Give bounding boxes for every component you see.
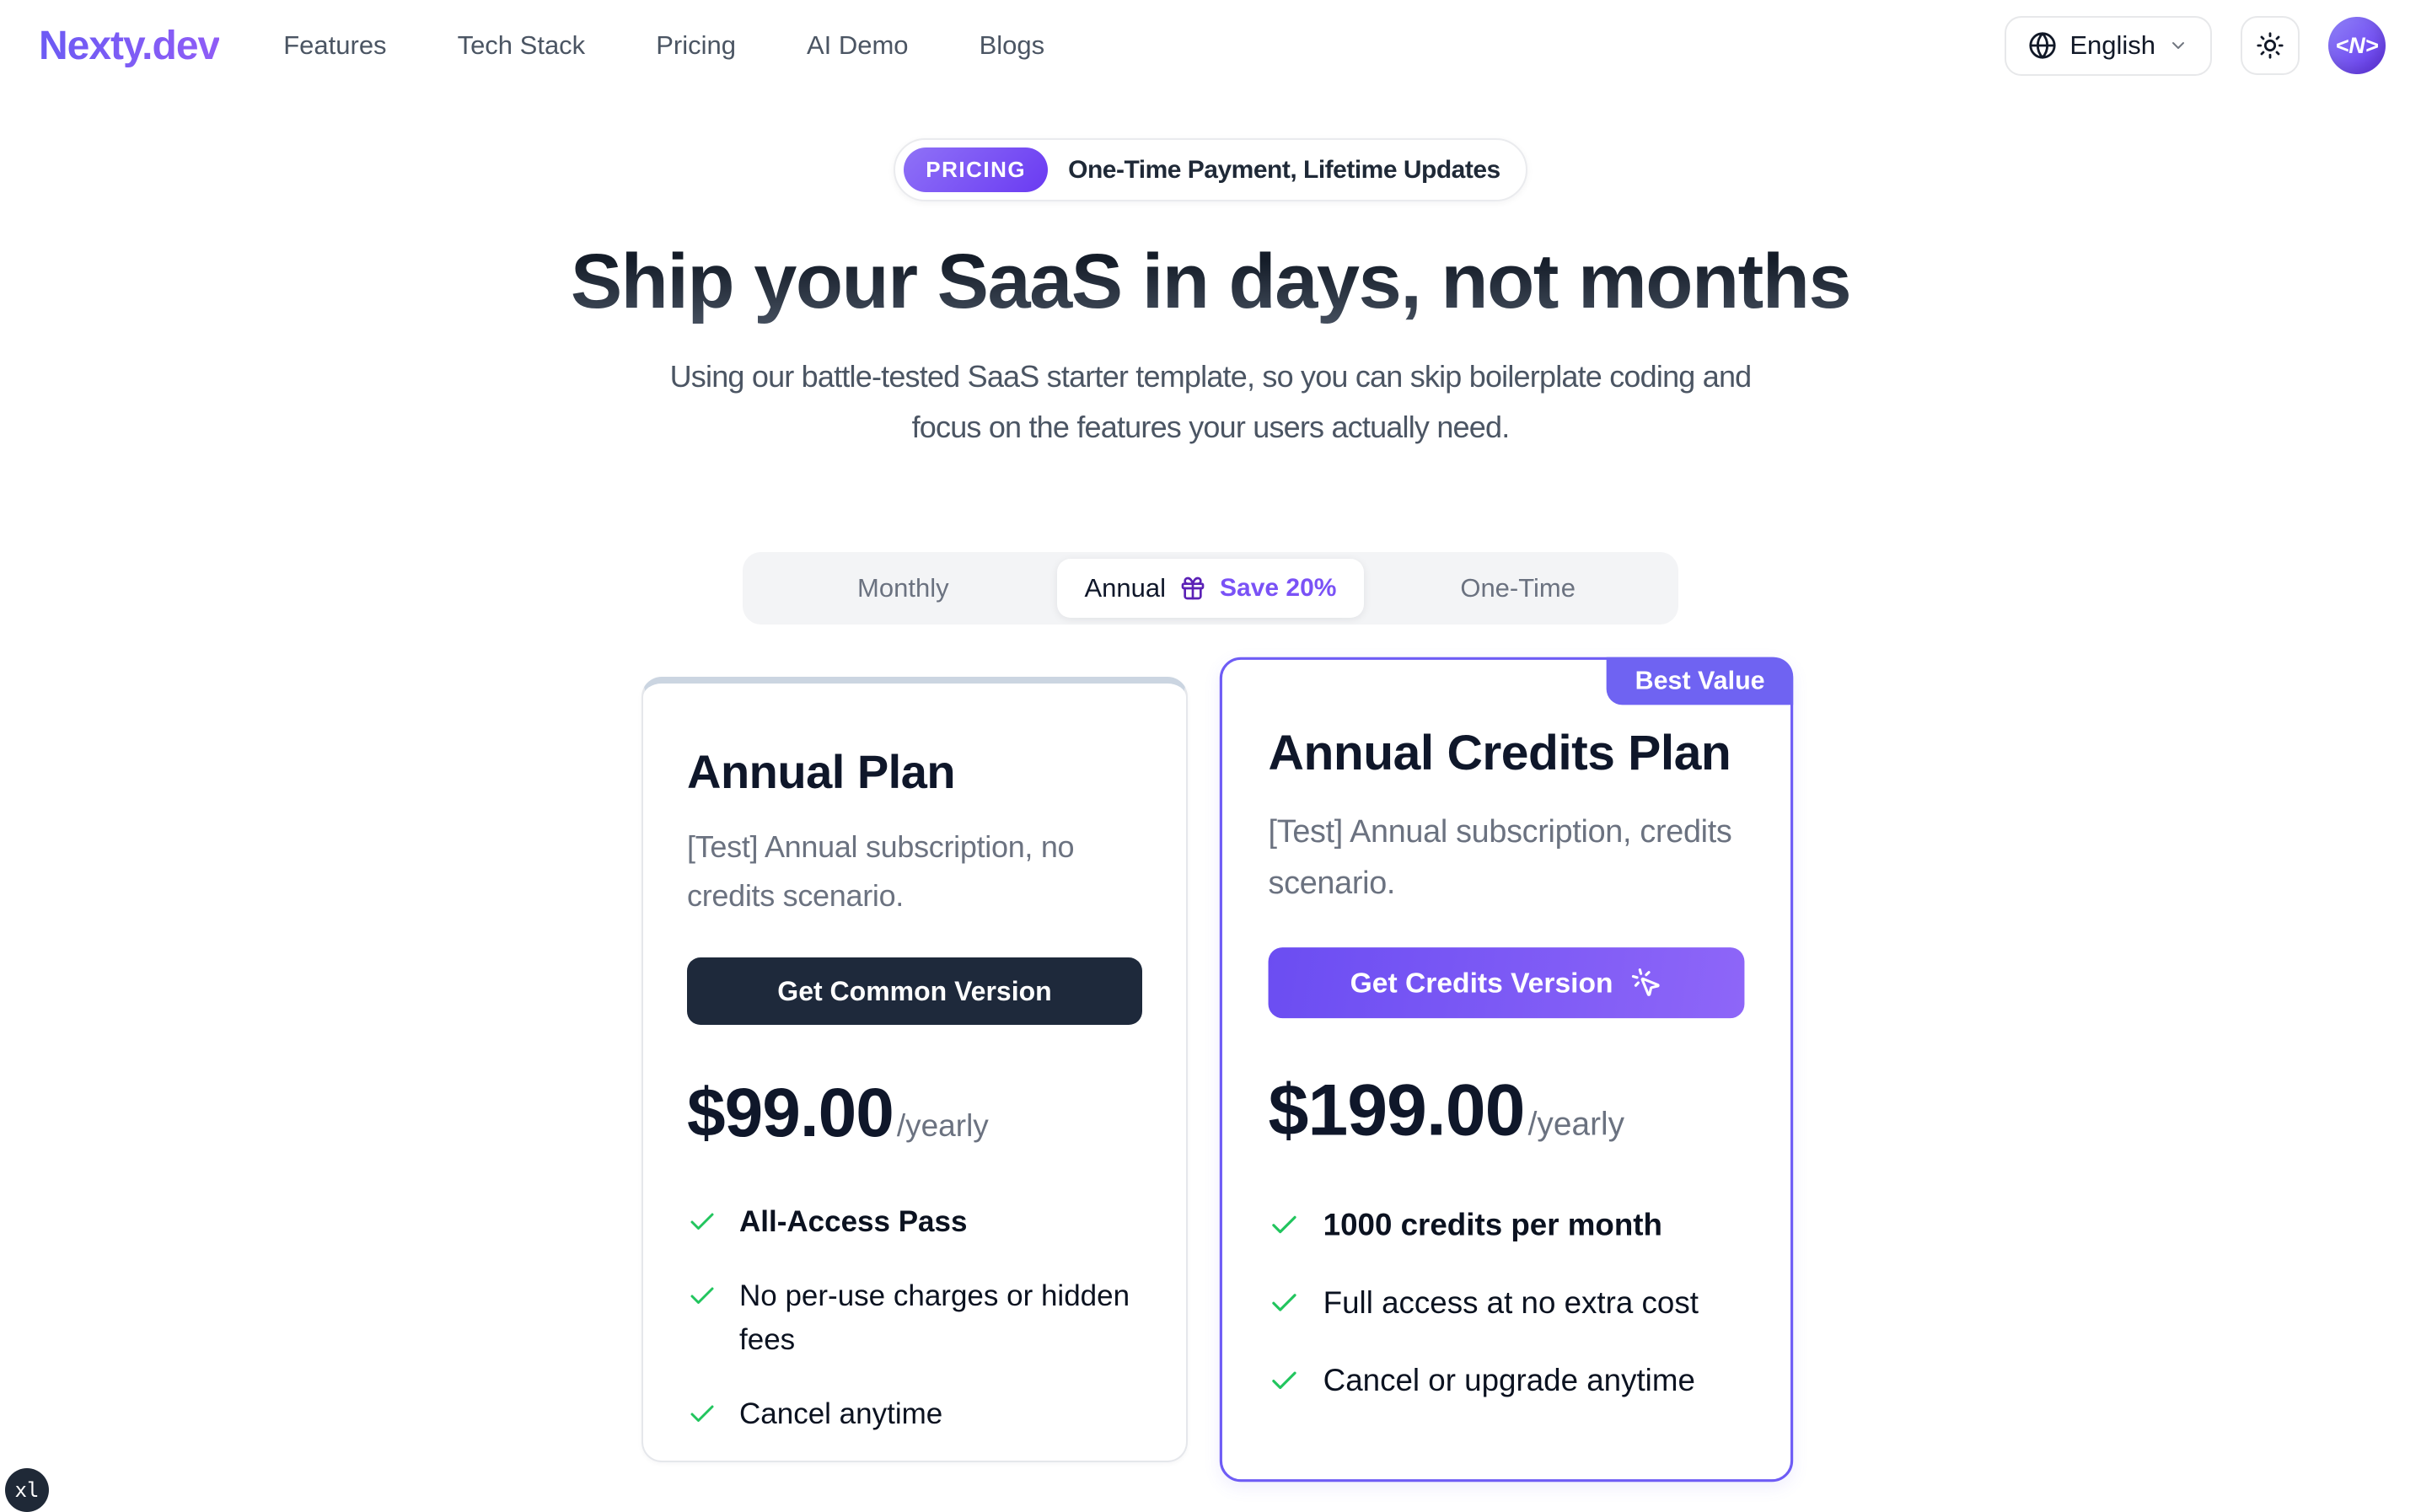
pricing-caption: One-Time Payment, Lifetime Updates	[1068, 155, 1500, 184]
get-credits-version-button[interactable]: Get Credits Version	[1268, 947, 1745, 1019]
chevron-down-icon	[2172, 42, 2184, 49]
feature-item: Full access at no extra cost	[1269, 1280, 1745, 1327]
plan-description: [Test] Annual subscription, no credits s…	[687, 823, 1142, 920]
globe-icon	[2029, 32, 2056, 59]
nav-item-pricing[interactable]: Pricing	[656, 30, 736, 60]
feature-item: Cancel anytime	[687, 1392, 1142, 1436]
plan-price: $199.00	[1268, 1070, 1526, 1151]
feature-text: Cancel or upgrade anytime	[1323, 1363, 1695, 1398]
mouse-pointer-click-icon	[1632, 968, 1661, 996]
feature-item: All-Access Pass	[687, 1200, 1142, 1244]
plan-description-line-1: [Test] Annual subscription, no	[687, 829, 1075, 864]
feature-text: Cancel anytime	[739, 1397, 943, 1430]
pricing-tag: PRICING	[904, 147, 1049, 192]
plan-card-annual-credits: Best Value Annual Credits Plan [Test] An…	[1219, 657, 1794, 1483]
page-subtitle: Using our battle-tested SaaS starter tem…	[0, 351, 2421, 453]
check-icon	[1272, 1215, 1296, 1234]
plan-period: /yearly	[896, 1108, 989, 1143]
check-icon	[1272, 1294, 1296, 1311]
price-row: $99.00 /yearly	[687, 1074, 1142, 1153]
main-nav: Features Tech Stack Pricing AI Demo Blog…	[283, 30, 1044, 61]
plan-price: $99.00	[687, 1075, 894, 1151]
save-badge: Save 20%	[1220, 574, 1337, 602]
check-icon	[690, 1287, 714, 1304]
tab-annual-label: Annual	[1084, 573, 1167, 603]
plan-name: Annual Credits Plan	[1268, 724, 1731, 780]
pricing-hero: PRICING One-Time Payment, Lifetime Updat…	[0, 91, 2421, 1483]
plan-description-line-1: [Test] Annual subscription, credits	[1268, 812, 1732, 850]
pricing-badge-pill: PRICING One-Time Payment, Lifetime Updat…	[894, 138, 1527, 201]
check-icon	[690, 1213, 714, 1230]
floating-widget-button[interactable]: xl	[5, 1468, 49, 1512]
feature-list: 1000 credits per month Full access at no…	[1269, 1203, 1745, 1404]
tab-monthly[interactable]: Monthly	[749, 559, 1057, 618]
plan-description-line-2: credits scenario.	[687, 878, 905, 913]
nav-item-tech-stack[interactable]: Tech Stack	[457, 30, 586, 60]
cta-label: Get Credits Version	[1350, 966, 1613, 999]
gift-icon	[1181, 576, 1205, 600]
user-avatar[interactable]: <N>	[2328, 17, 2386, 74]
subtitle-line-1: Using our battle-tested SaaS starter tem…	[669, 359, 1753, 394]
cta-label: Get Common Version	[777, 975, 1052, 1006]
tab-monthly-label: Monthly	[857, 573, 949, 603]
check-icon	[1272, 1371, 1296, 1390]
tab-annual[interactable]: Annual Save 20%	[1056, 559, 1365, 618]
plan-description-line-2: scenario.	[1268, 864, 1396, 901]
top-navigation: Nexty.dev Features Tech Stack Pricing AI…	[0, 0, 2421, 91]
language-selector[interactable]: English	[2005, 15, 2212, 76]
page-title: Ship your SaaS in days, not months	[0, 237, 2421, 326]
feature-item: No per-use charges or hidden fees	[687, 1274, 1142, 1362]
nav-item-features[interactable]: Features	[283, 30, 387, 60]
plan-name: Annual Plan	[687, 745, 956, 798]
feature-item: 1000 credits per month	[1269, 1203, 1745, 1249]
feature-list: All-Access Pass No per-use charges or hi…	[687, 1200, 1142, 1436]
header-controls: English <N>	[2005, 15, 2386, 76]
nav-item-blogs[interactable]: Blogs	[979, 30, 1045, 60]
feature-item: Cancel or upgrade anytime	[1269, 1358, 1745, 1404]
check-icon	[690, 1405, 714, 1422]
get-common-version-button[interactable]: Get Common Version	[687, 957, 1142, 1025]
best-value-badge: Best Value	[1606, 657, 1794, 705]
feature-text: Full access at no extra cost	[1323, 1285, 1699, 1321]
nav-item-ai-demo[interactable]: AI Demo	[806, 30, 909, 60]
brand-logo[interactable]: Nexty.dev	[39, 23, 220, 68]
pricing-cards: Annual Plan [Test] Annual subscription, …	[641, 657, 1794, 1483]
billing-toggle-wrap: Monthly Annual Save 20% One-Time	[0, 552, 2421, 625]
avatar-label: <N>	[2335, 32, 2379, 58]
tab-one-time[interactable]: One-Time	[1364, 559, 1672, 618]
billing-toggle: Monthly Annual Save 20% One-Time	[743, 552, 1678, 625]
feature-text: No per-use charges or hidden fees	[739, 1279, 1130, 1356]
plan-description: [Test] Annual subscription, credits scen…	[1269, 806, 1745, 909]
tab-one-time-label: One-Time	[1460, 573, 1576, 603]
floating-widget-label: xl	[14, 1478, 40, 1502]
plan-card-annual: Annual Plan [Test] Annual subscription, …	[641, 677, 1188, 1462]
theme-toggle-button[interactable]	[2241, 16, 2300, 75]
price-row: $199.00 /yearly	[1269, 1070, 1745, 1153]
sun-icon	[2257, 32, 2284, 59]
feature-text: 1000 credits per month	[1323, 1207, 1663, 1242]
plan-period: /yearly	[1527, 1106, 1625, 1143]
subtitle-line-2: focus on the features your users actuall…	[911, 410, 1511, 444]
language-label: English	[2069, 30, 2155, 60]
feature-text: All-Access Pass	[739, 1205, 968, 1238]
